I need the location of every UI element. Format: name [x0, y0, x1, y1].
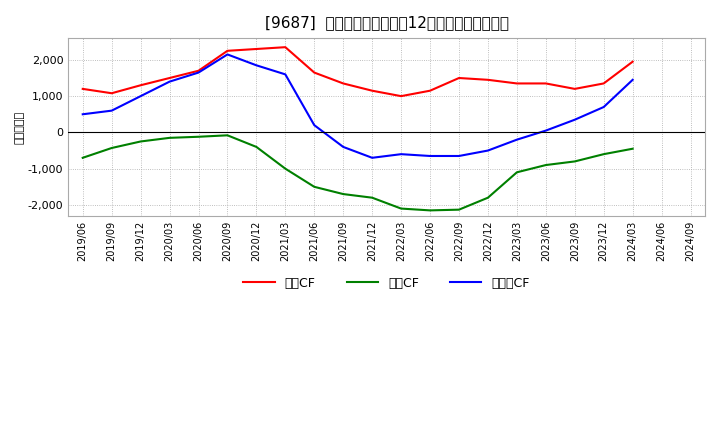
フリーCF	[570, 117, 579, 122]
フリーCF	[194, 70, 203, 75]
フリーCF	[629, 77, 637, 82]
営業CF	[484, 77, 492, 82]
フリーCF	[310, 122, 318, 128]
フリーCF	[513, 137, 521, 142]
営業CF	[194, 68, 203, 73]
営業CF	[454, 75, 463, 81]
営業CF	[426, 88, 434, 93]
投資CF	[136, 139, 145, 144]
フリーCF	[223, 52, 232, 57]
投資CF	[484, 195, 492, 200]
投資CF	[166, 135, 174, 140]
フリーCF	[252, 62, 261, 68]
フリーCF	[397, 151, 405, 157]
フリーCF	[599, 104, 608, 110]
投資CF	[223, 133, 232, 138]
投資CF	[570, 159, 579, 164]
投資CF	[78, 155, 87, 161]
Line: 営業CF: 営業CF	[83, 47, 633, 96]
営業CF	[136, 83, 145, 88]
フリーCF	[426, 154, 434, 159]
フリーCF	[136, 94, 145, 99]
営業CF	[223, 48, 232, 53]
投資CF	[541, 162, 550, 168]
営業CF	[570, 86, 579, 92]
Line: フリーCF: フリーCF	[83, 55, 633, 158]
フリーCF	[368, 155, 377, 161]
営業CF	[513, 81, 521, 86]
投資CF	[194, 134, 203, 139]
投資CF	[281, 166, 289, 171]
投資CF	[339, 191, 348, 197]
投資CF	[426, 208, 434, 213]
営業CF	[78, 86, 87, 92]
フリーCF	[484, 148, 492, 153]
フリーCF	[454, 154, 463, 159]
フリーCF	[281, 72, 289, 77]
営業CF	[281, 44, 289, 50]
営業CF	[629, 59, 637, 64]
営業CF	[339, 81, 348, 86]
営業CF	[397, 94, 405, 99]
営業CF	[107, 91, 116, 96]
営業CF	[252, 46, 261, 51]
Title: [9687]  キャッシュフローの12か月移動合計の推移: [9687] キャッシュフローの12か月移動合計の推移	[265, 15, 508, 30]
投資CF	[107, 145, 116, 150]
投資CF	[454, 207, 463, 213]
投資CF	[310, 184, 318, 190]
営業CF	[368, 88, 377, 93]
フリーCF	[78, 112, 87, 117]
投資CF	[599, 151, 608, 157]
Line: 投資CF: 投資CF	[83, 136, 633, 210]
投資CF	[629, 146, 637, 151]
Y-axis label: （百万円）: （百万円）	[15, 110, 25, 143]
投資CF	[513, 170, 521, 175]
営業CF	[541, 81, 550, 86]
フリーCF	[107, 108, 116, 113]
投資CF	[397, 206, 405, 211]
フリーCF	[541, 128, 550, 133]
投資CF	[368, 195, 377, 200]
フリーCF	[166, 79, 174, 84]
投資CF	[252, 144, 261, 150]
営業CF	[166, 75, 174, 81]
Legend: 営業CF, 投資CF, フリーCF: 営業CF, 投資CF, フリーCF	[238, 272, 535, 295]
営業CF	[310, 70, 318, 75]
フリーCF	[339, 144, 348, 150]
営業CF	[599, 81, 608, 86]
